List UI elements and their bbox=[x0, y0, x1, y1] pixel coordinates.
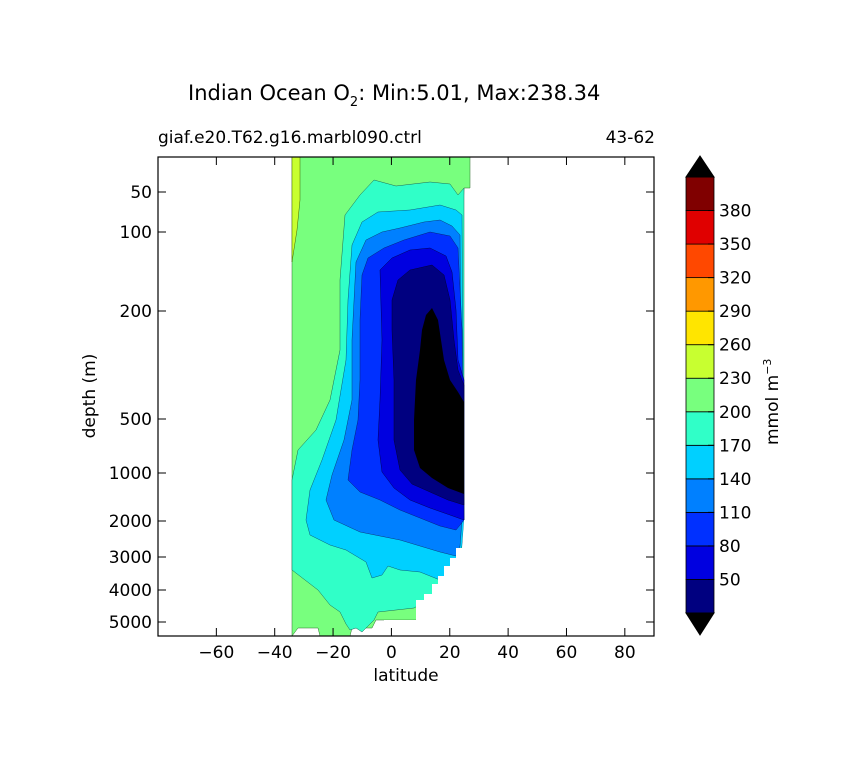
colorbar-tick-label: 170 bbox=[719, 436, 751, 456]
colorbar-swatch bbox=[685, 176, 715, 211]
chart-title: Indian Ocean O2: Min:5.01, Max:238.34 bbox=[188, 81, 600, 110]
y-axis: 50 100 200 500 1000 2000 3000 4000 5000 bbox=[109, 183, 654, 633]
colorbar-swatch bbox=[685, 478, 715, 513]
y-tick-label: 50 bbox=[130, 183, 152, 203]
colorbar-swatch bbox=[685, 511, 715, 547]
colorbar-tick-label: 290 bbox=[719, 302, 751, 322]
colorbar-swatch bbox=[685, 243, 715, 279]
x-tick-label: 40 bbox=[497, 643, 519, 663]
y-tick-label: 5000 bbox=[109, 613, 152, 633]
y-tick-label: 4000 bbox=[109, 581, 152, 601]
colorbar-tick-label: 380 bbox=[719, 202, 751, 222]
x-tick-label: 80 bbox=[614, 643, 636, 663]
colorbar-swatch bbox=[685, 377, 715, 413]
y-tick-label: 200 bbox=[120, 302, 152, 322]
contour-band-230-260 bbox=[291, 157, 301, 263]
colorbar-tick-label: 140 bbox=[719, 470, 751, 490]
subtitle-left: giaf.e20.T62.g16.marbl090.ctrl bbox=[158, 128, 422, 148]
x-tick-label: 20 bbox=[439, 643, 461, 663]
colorbar-tick-label: 320 bbox=[719, 269, 751, 289]
colorbar-swatch bbox=[685, 444, 715, 480]
colorbar-swatch bbox=[685, 579, 715, 614]
colorbar-tick-label: 110 bbox=[719, 503, 751, 523]
x-axis-label: latitude bbox=[373, 666, 438, 686]
y-tick-label: 500 bbox=[120, 410, 152, 430]
colorbar-swatch bbox=[685, 310, 715, 346]
x-axis: −60 −40 −20 0 20 40 60 80 bbox=[198, 157, 636, 663]
y-tick-label: 2000 bbox=[109, 512, 152, 532]
plot-frame bbox=[157, 156, 655, 637]
x-tick-label: 0 bbox=[386, 643, 397, 663]
x-tick-label: −20 bbox=[315, 643, 351, 663]
colorbar-tick-label: 200 bbox=[719, 403, 751, 423]
y-axis-label: depth (m) bbox=[80, 354, 100, 439]
colorbar-swatch bbox=[685, 277, 715, 312]
colorbar-tick-label: 260 bbox=[719, 336, 751, 356]
y-tick-label: 1000 bbox=[109, 464, 152, 484]
colorbar-tick-label: 80 bbox=[719, 537, 741, 557]
colorbar-over-arrow bbox=[685, 155, 715, 178]
colorbar-label: mmol m−3 bbox=[761, 359, 783, 445]
contour-fill bbox=[291, 157, 471, 636]
contour-band-under bbox=[414, 308, 464, 494]
colorbar-under-arrow bbox=[685, 612, 715, 636]
x-tick-label: −40 bbox=[257, 643, 293, 663]
colorbar-tick-label: 230 bbox=[719, 369, 751, 389]
colorbar-tick-label: 50 bbox=[719, 570, 741, 590]
seafloor-mask bbox=[376, 520, 470, 636]
y-tick-label: 100 bbox=[120, 223, 152, 243]
y-tick-label: 3000 bbox=[109, 548, 152, 568]
subtitle-right: 43-62 bbox=[606, 128, 655, 148]
colorbar-tick-label: 350 bbox=[719, 235, 751, 255]
colorbar-swatch bbox=[685, 344, 715, 379]
x-tick-label: 60 bbox=[556, 643, 578, 663]
colorbar-swatch bbox=[685, 411, 715, 446]
colorbar-swatch bbox=[685, 545, 715, 580]
colorbar-swatch bbox=[685, 210, 715, 245]
x-tick-label: −60 bbox=[198, 643, 234, 663]
colorbar: 50 80 110 140 170 200 230 260 290 320 350 380 bbox=[685, 155, 751, 636]
